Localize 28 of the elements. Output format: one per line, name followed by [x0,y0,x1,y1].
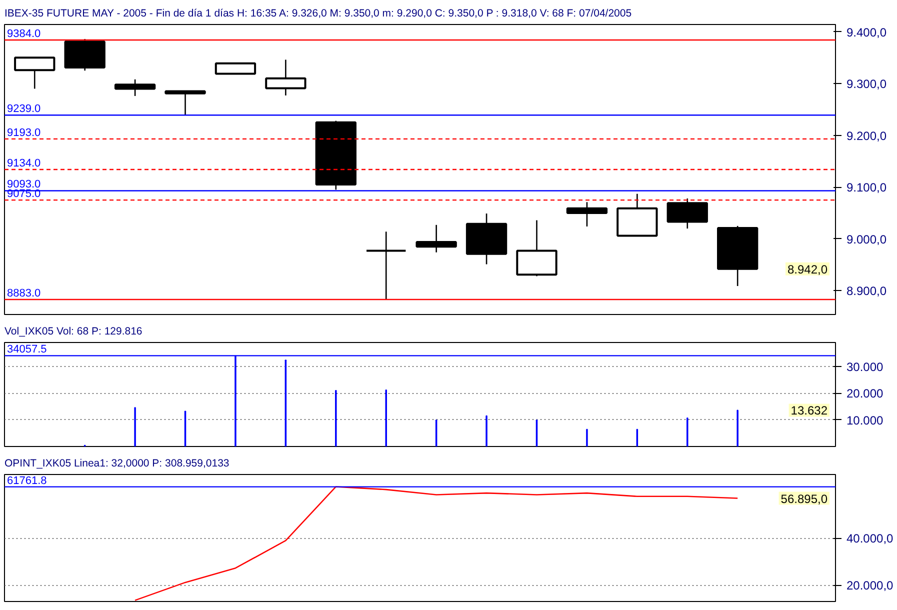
text: 13.632 [790,404,828,418]
ref-line-label: 8883.0 [7,287,41,300]
chart-title: Vol_IXK05 Vol: 68 P: 129.816 [4,326,142,338]
y-tick-label: 9.200,0 [846,128,887,143]
chart-title: OPINT_IXK05 Linea1: 32,0000 P: 308.959,0133 [4,458,230,470]
y-tick-label: 20.000,0 [846,578,894,593]
text: 56.895,0 [780,492,828,506]
y-tick-label: 20.000 [846,386,884,401]
ref-line-label: 61761.8 [7,474,47,487]
text: 8.942,0 [787,262,828,276]
candlestick [416,224,457,254]
y-tick-label: 8.900,0 [846,284,887,298]
y-tick-label: 9.300,0 [846,77,887,92]
y-tick-label: 10.000 [846,413,884,428]
ref-line-label: 9384.0 [7,28,41,40]
chart-title: IBEX-35 FUTURE MAY - 2005 - Fin de día 1 días H: 16:35 A: 9.326,0 M: 9.350,0 m: 9.290,0 C: 9.350,0 P : 9.318,0 V: 68 F: 07/04/2005 [4,8,632,20]
candlestick [366,230,407,300]
y-tick-label: 9.000,0 [846,232,887,246]
ref-line-label: 9239.0 [7,103,41,116]
ref-line-label: 34057.5 [7,344,47,356]
line-series [134,486,738,601]
y-tick-label: 9.100,0 [846,180,887,195]
y-tick-label: 40.000,0 [846,532,894,546]
ref-line-label: 9193.0 [7,126,41,139]
y-tick-label: 30.000 [846,360,884,374]
ref-line-label: 9093.0 [7,178,41,191]
ref-line-label: 9134.0 [7,158,41,170]
y-tick-label: 9.400,0 [846,25,887,40]
